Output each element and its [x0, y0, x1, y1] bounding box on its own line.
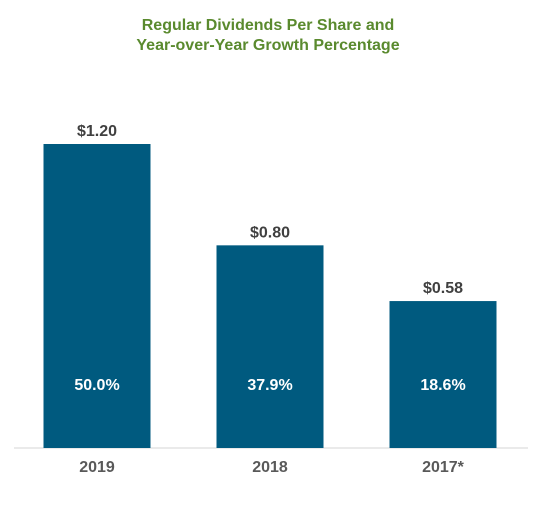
chart-title-line-1: Regular Dividends Per Share and	[141, 17, 395, 34]
bar-value-label: $0.58	[423, 280, 463, 297]
bar	[43, 144, 151, 448]
chart-title-line-2: Year-over-Year Growth Percentage	[136, 37, 400, 54]
x-tick-label: 2017*	[422, 459, 465, 476]
bar	[389, 301, 497, 448]
chart-title: Regular Dividends Per Share and Year-ove…	[0, 16, 536, 56]
bar	[216, 245, 324, 448]
x-tick-label: 2018	[252, 459, 288, 476]
bar-growth-label: 18.6%	[420, 377, 465, 394]
bar-growth-label: 50.0%	[74, 377, 119, 394]
bar-growth-label: 37.9%	[247, 377, 292, 394]
bar-value-label: $1.20	[77, 123, 117, 140]
x-tick-label: 2019	[79, 459, 115, 476]
bar-value-label: $0.80	[250, 224, 290, 241]
